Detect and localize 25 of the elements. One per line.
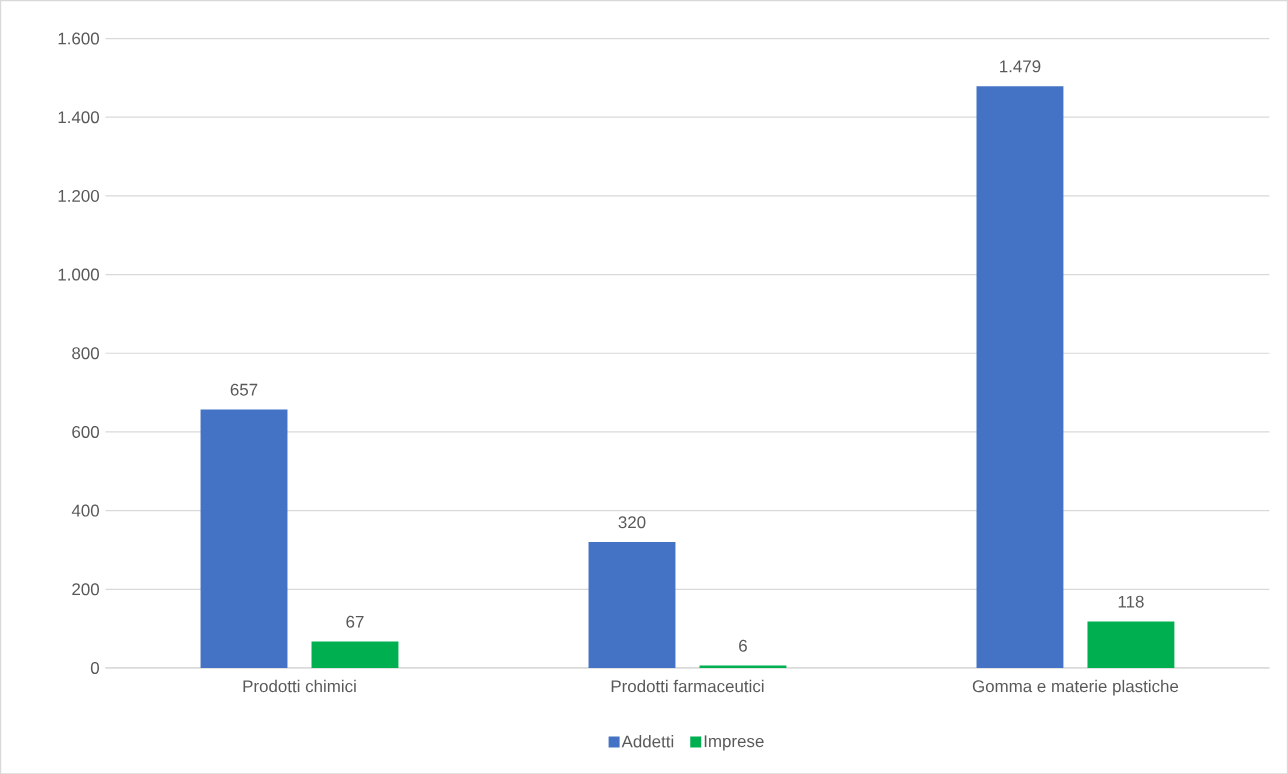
- bar: [1087, 621, 1175, 668]
- data-label: 1.479: [1000, 60, 1041, 73]
- y-tick-label: 1.600: [58, 32, 100, 45]
- x-tick-label: Prodotti chimici: [243, 679, 356, 692]
- y-tick-label: 600: [72, 425, 100, 438]
- x-tick-label: Gomma e materie plastiche: [972, 679, 1179, 696]
- bar: [200, 409, 288, 668]
- legend-label: Addetti: [621, 734, 674, 748]
- bar: [311, 641, 399, 668]
- y-tick-label: 1.200: [58, 189, 100, 202]
- x-tick-label: Prodotti farmaceutici: [611, 679, 764, 692]
- data-label: 6: [739, 639, 747, 652]
- data-label: 657: [230, 383, 258, 396]
- y-tick-label: 400: [71, 504, 100, 517]
- y-tick-label: 1.400: [58, 111, 100, 123]
- y-tick-label: 0: [90, 661, 100, 674]
- y-tick-label: 800: [72, 347, 100, 360]
- legend-label: Imprese: [704, 735, 764, 751]
- y-tick-label: 1.000: [58, 268, 100, 281]
- y-tick-label: 200: [72, 583, 100, 596]
- bar: [976, 85, 1064, 668]
- data-label: 67: [346, 615, 364, 628]
- bar: [588, 541, 676, 668]
- data-label: 320: [618, 516, 646, 529]
- data-label: 118: [1118, 595, 1144, 608]
